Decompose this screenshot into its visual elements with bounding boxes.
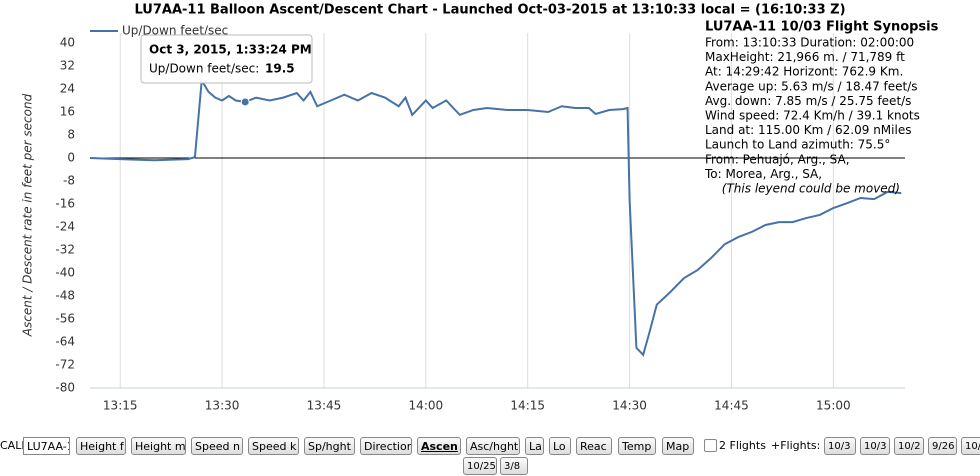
synopsis-line: Land at: 115.00 Km / 62.09 nMiles xyxy=(705,123,911,137)
synopsis-line: To: Morea, Arg., SA, xyxy=(704,167,822,181)
y-tick-label: -8 xyxy=(63,174,75,188)
y-tick-label: -16 xyxy=(55,197,75,211)
y-axis-title: Ascent / Descent rate in feet per second xyxy=(21,93,35,337)
synopsis-line: From: Pehuajó, Arg., SA, xyxy=(705,152,850,166)
synopsis-line: Wind speed: 72.4 Km/h / 39.1 knots xyxy=(705,109,920,123)
synopsis-line: Average up: 5.63 m/s / 18.47 feet/s xyxy=(705,79,918,93)
tooltip-value: 19.5 xyxy=(265,62,295,76)
x-tick-label: 13:45 xyxy=(307,399,342,413)
x-tick-label: 14:30 xyxy=(612,399,647,413)
flight-button[interactable]: 10/2 xyxy=(894,437,924,455)
tab-button[interactable]: Ascen xyxy=(417,437,461,455)
tooltip-box xyxy=(140,34,313,84)
y-tick-label: -48 xyxy=(55,289,75,303)
tab-button[interactable]: Height f xyxy=(76,437,126,455)
synopsis-line: Launch to Land azimuth: 75.5° xyxy=(705,138,890,152)
flight-button[interactable]: 10/25 xyxy=(463,457,497,475)
flight-button[interactable]: 10/ xyxy=(961,437,980,455)
y-tick-label: 8 xyxy=(67,128,75,142)
y-tick-label: 40 xyxy=(60,36,75,50)
y-tick-label: 32 xyxy=(60,59,75,73)
synopsis-title: LU7AA-11 10/03 Flight Synopsis xyxy=(705,20,939,35)
synopsis-note: (This leyend could be moved) xyxy=(722,182,900,196)
y-tick-label: 16 xyxy=(60,105,75,119)
flight-button[interactable]: 10/3 xyxy=(824,437,856,455)
tab-button[interactable]: Reac xyxy=(576,437,612,455)
hover-point xyxy=(240,97,250,107)
checkbox-label: 2 Flights xyxy=(719,439,766,452)
y-tick-label: -32 xyxy=(55,243,75,257)
tab-button[interactable]: Sp/hght xyxy=(304,437,355,455)
x-tick-label: 13:30 xyxy=(205,399,240,413)
flight-button[interactable]: 3/8 xyxy=(500,457,528,475)
x-tick-label: 14:45 xyxy=(714,399,749,413)
y-tick-label: -56 xyxy=(55,312,75,326)
tab-button[interactable]: La xyxy=(525,437,544,455)
tab-button[interactable]: Map xyxy=(662,437,694,455)
synopsis-line: From: 13:10:33 Duration: 02:00:00 xyxy=(705,36,914,50)
synopsis-line: Avg. down: 7.85 m/s / 25.75 feet/s xyxy=(705,94,911,108)
tab-button[interactable]: Direction xyxy=(360,437,412,455)
checkbox[interactable] xyxy=(704,439,717,452)
chart-title: LU7AA-11 Balloon Ascent/Descent Chart - … xyxy=(134,3,845,18)
tooltip-date: Oct 3, 2015, 1:33:24 PM xyxy=(149,43,312,57)
y-tick-label: -64 xyxy=(55,335,75,349)
y-tick-label: 24 xyxy=(60,82,75,96)
tab-button[interactable]: Speed k xyxy=(248,437,299,455)
y-tick-label: 0 xyxy=(67,151,75,165)
y-tick-label: -40 xyxy=(55,266,75,280)
chart: LU7AA-11 Balloon Ascent/Descent Chart - … xyxy=(21,3,939,413)
y-tick-label: -24 xyxy=(55,220,75,234)
flight-button[interactable]: 10/3 xyxy=(860,437,890,455)
x-tick-label: 15:00 xyxy=(816,399,851,413)
tab-button[interactable]: Temp xyxy=(618,437,656,455)
call-input[interactable]: LU7AA-1 xyxy=(23,437,70,455)
synopsis-line: MaxHeight: 21,966 m. / 71,789 ft xyxy=(705,50,905,64)
flight-button[interactable]: 9/26 xyxy=(928,437,957,455)
x-tick-label: 14:00 xyxy=(409,399,444,413)
tab-button[interactable]: Lo xyxy=(549,437,571,455)
y-tick-label: -80 xyxy=(55,381,75,395)
tooltip-label: Up/Down feet/sec: xyxy=(149,62,259,76)
flights-label: +Flights: xyxy=(771,439,821,452)
x-tick-label: 13:15 xyxy=(103,399,138,413)
tab-button[interactable]: Speed n xyxy=(191,437,243,455)
call-label: CALL xyxy=(0,439,28,452)
synopsis-line: At: 14:29:42 Horizont: 762.9 Km. xyxy=(705,65,903,79)
legend-label: Up/Down feet/sec xyxy=(122,24,228,38)
x-tick-label: 14:15 xyxy=(510,399,545,413)
tab-button[interactable]: Asc/hght xyxy=(466,437,520,455)
tab-button[interactable]: Height m xyxy=(131,437,186,455)
y-tick-label: -72 xyxy=(55,358,75,372)
